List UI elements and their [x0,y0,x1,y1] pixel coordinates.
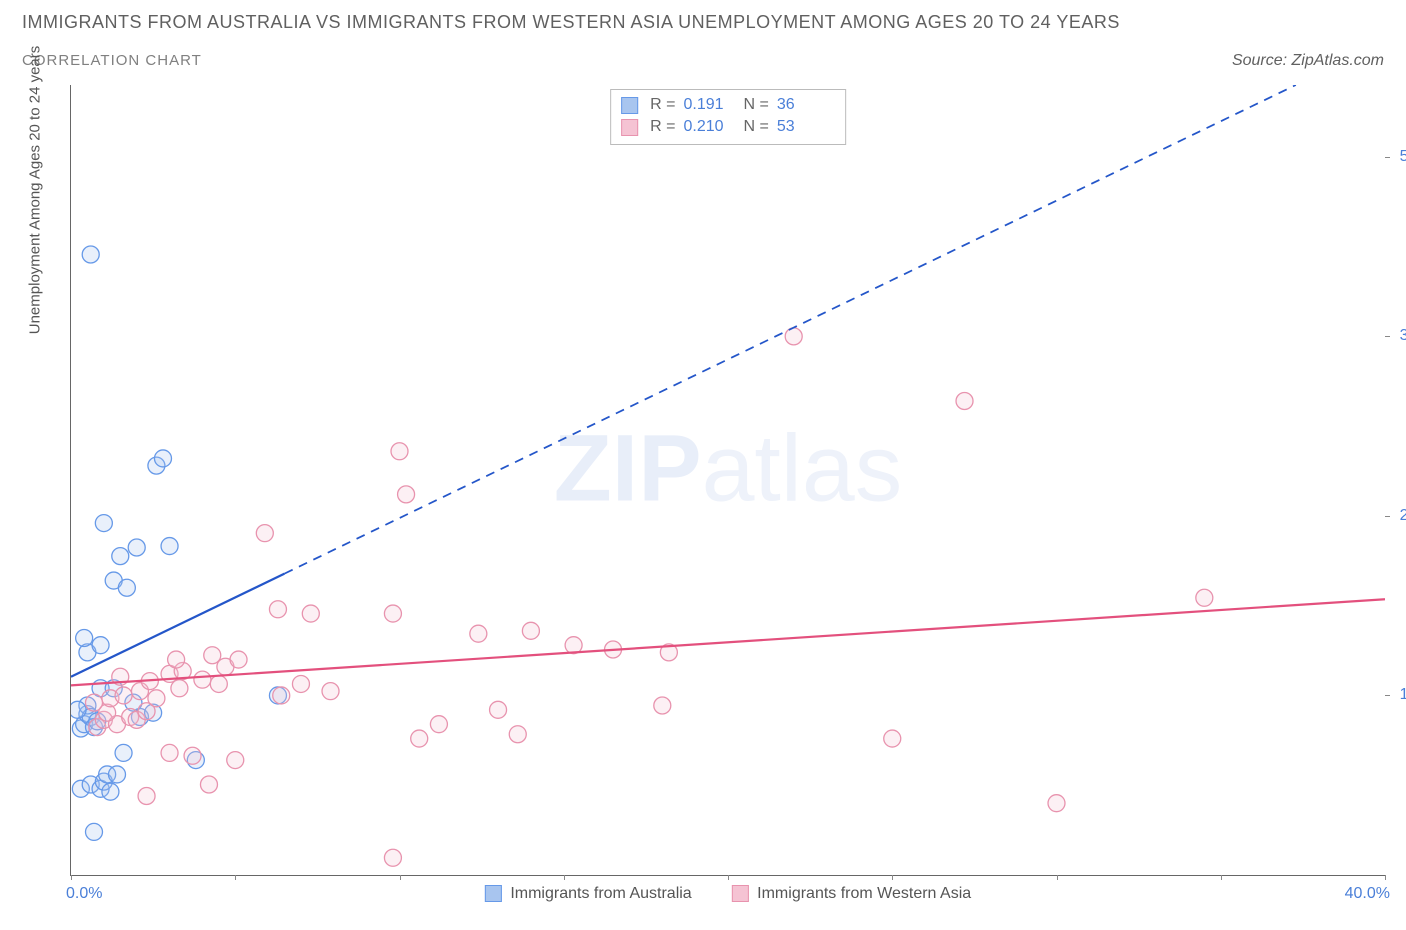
y-axis-label: Unemployment Among Ages 20 to 24 years [27,46,44,335]
source-attribution: Source: ZipAtlas.com [1232,52,1384,70]
stats-swatch-australia [621,97,638,114]
chart-subtitle: CORRELATION CHART [22,52,202,69]
plot-area: ZIPatlas 12.5%25.0%37.5%50.0% 0.0% 40.0%… [70,85,1385,876]
stats-row-western-asia: R = 0.210 N = 53 [621,116,829,138]
bottom-legend: Immigrants from Australia Immigrants fro… [485,885,971,903]
stats-row-australia: R = 0.191 N = 36 [621,94,829,116]
stats-box: R = 0.191 N = 36 R = 0.210 N = 53 [610,89,846,145]
legend-item-australia: Immigrants from Australia [485,885,692,903]
stats-n-label: N = [744,116,769,138]
scatter-svg [71,85,1385,875]
legend-swatch-western-asia [732,885,749,902]
stats-r-label: R = [650,94,675,116]
stats-r-value-western-asia: 0.210 [684,116,736,138]
stats-swatch-western-asia [621,119,638,136]
x-axis-min-label: 0.0% [66,885,102,903]
stats-r-label: R = [650,116,675,138]
legend-item-western-asia: Immigrants from Western Asia [732,885,971,903]
legend-swatch-australia [485,885,502,902]
stats-r-value-australia: 0.191 [684,94,736,116]
stats-n-value-australia: 36 [777,94,829,116]
stats-n-value-western-asia: 53 [777,116,829,138]
legend-label-australia: Immigrants from Australia [510,885,691,902]
legend-label-western-asia: Immigrants from Western Asia [757,885,971,902]
chart-title: IMMIGRANTS FROM AUSTRALIA VS IMMIGRANTS … [22,12,1120,33]
stats-n-label: N = [744,94,769,116]
x-axis-max-label: 40.0% [1345,885,1390,903]
